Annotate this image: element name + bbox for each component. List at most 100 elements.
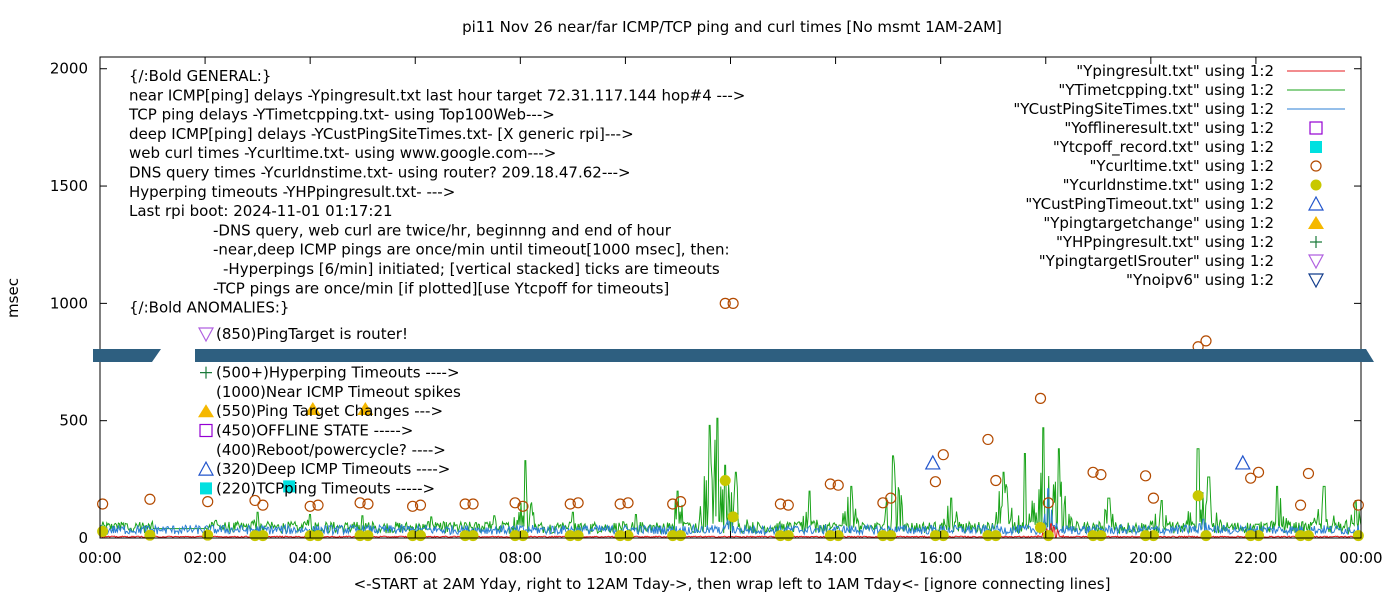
data-point [357,401,374,415]
annotation-line: Last rpi boot: 2024-11-01 01:17:21 [129,202,393,220]
break-band [93,349,1374,362]
data-point [937,449,949,461]
legend-marker [1309,121,1323,135]
legend-label: "Ytcpoff_record.txt" using 1:2 [1053,138,1274,157]
anomaly-label: (220)TCPping Timeouts -----> [216,479,435,497]
data-point [407,500,419,512]
legend-marker [1310,141,1322,153]
data-point [937,530,949,542]
y-tick-label: 500 [59,412,88,430]
data-point [719,297,731,309]
legend-label: "YCustPingSiteTimes.txt" using 1:2 [1013,100,1274,118]
data-point [1352,499,1364,511]
data-point [1095,530,1107,542]
annotation-line: Hyperping timeouts -YHPpingresult.txt- -… [129,183,455,201]
legend-label: "Ypingresult.txt" using 1:2 [1076,62,1274,80]
y-axis: 0 500 1000 1500 2000 [50,60,1361,547]
legend-label: "Ycurldnstime.txt" using 1:2 [1063,176,1274,194]
x-axis: 00:00 02:00 04:00 06:00 08:00 10:00 12:00 14:00… [78,57,1383,567]
data-point [782,499,794,511]
data-point [1042,497,1054,509]
x-axis-label: <-START at 2AM Yday, right to 12AM Tday-… [354,575,1111,593]
data-point [283,480,296,493]
data-point [832,530,844,542]
legend-label: "Ynoipv6" using 1:2 [1126,271,1274,289]
x-tick-label: 18:00 [1024,549,1067,567]
annotation-line: -near,deep ICMP pings are once/min until… [213,241,730,259]
x-tick-label: 12:00 [709,549,752,567]
anomaly-legend: (850)PingTarget is router! (500+)Hyperpin… [197,325,461,497]
data-point [467,530,479,542]
data-point [1253,530,1265,542]
legend-label: "YpingtargetISrouter" using 1:2 [1039,252,1274,270]
data-point [675,530,687,542]
data-point [415,530,427,542]
legend-marker [1308,216,1324,229]
data-point [517,530,529,542]
data-point [1095,469,1107,481]
anomaly-marker [200,366,212,379]
legend-label: "Yofflineresult.txt" using 1:2 [1064,119,1274,137]
data-point [1294,499,1307,511]
data-point [304,401,321,415]
y-axis-label: msec [4,278,22,318]
data-point [564,498,576,510]
y-tick-label: 0 [78,529,88,547]
anomaly-marker [198,404,214,418]
legend-marker [1307,254,1325,270]
data-point [354,497,366,509]
anomaly-label: (450)OFFLINE STATE -----> [216,422,413,440]
data-point [572,530,584,542]
anomaly-marker [200,482,212,495]
x-tick-label: 02:00 [183,549,226,567]
data-point [509,497,521,509]
legend-label: "YCustPingTimeout.txt" using 1:2 [1025,195,1274,213]
legend-label: "Ycurltime.txt" using 1:2 [1089,157,1274,175]
annotation-line: -DNS query, web curl are twice/hr, begin… [213,221,672,239]
anomaly-label: (320)Deep ICMP Timeouts ----> [216,460,450,478]
data-point [1087,466,1099,478]
data-point [622,497,634,509]
data-point [362,498,374,510]
data-point [1352,530,1364,542]
annotation-line: TCP ping delays -YTimetcpping.txt- using… [128,106,555,124]
data-point [924,454,941,470]
data-point [1139,470,1152,482]
chart-title: pi11 Nov 26 near/far ICMP/TCP ping and c… [462,18,1002,36]
data-point [97,525,109,537]
data-point [990,530,1002,542]
data-point [885,530,897,542]
data-point [824,478,836,490]
data-point [312,530,324,542]
data-point [982,433,994,446]
data-point [467,498,479,510]
annotation-text: {/:Bold GENERAL:}near ICMP[ping] delays … [128,67,745,317]
data-point [1200,335,1212,347]
data-point [1234,454,1251,470]
data-point [727,511,739,523]
data-point [517,500,529,512]
annotation-line: {/:Bold ANOMALIES:} [129,299,289,317]
data-point [832,479,844,491]
legend-marker [1307,195,1325,211]
data-point [1034,392,1047,404]
data-point [257,530,269,542]
x-tick-label: 20:00 [1129,549,1172,567]
anomaly-marker [197,327,215,343]
annotation-line: deep ICMP[ping] delays -YCustPingSiteTim… [129,125,634,143]
legend-marker [1310,236,1322,248]
data-point [572,497,584,509]
x-tick-label: 16:00 [919,549,962,567]
data-point [414,499,427,511]
data-point [614,498,626,510]
annotation-line: -TCP pings are once/min [if plotted][use… [213,279,669,297]
data-point [719,475,731,487]
data-point [774,498,787,510]
data-point [1252,466,1265,478]
data-point [1200,530,1212,542]
x-tick-label: 10:00 [604,549,647,567]
data-point [144,529,156,541]
legend: "Ypingresult.txt" using 1:2"YTimetcpping… [1013,62,1345,289]
data-point [674,496,687,508]
